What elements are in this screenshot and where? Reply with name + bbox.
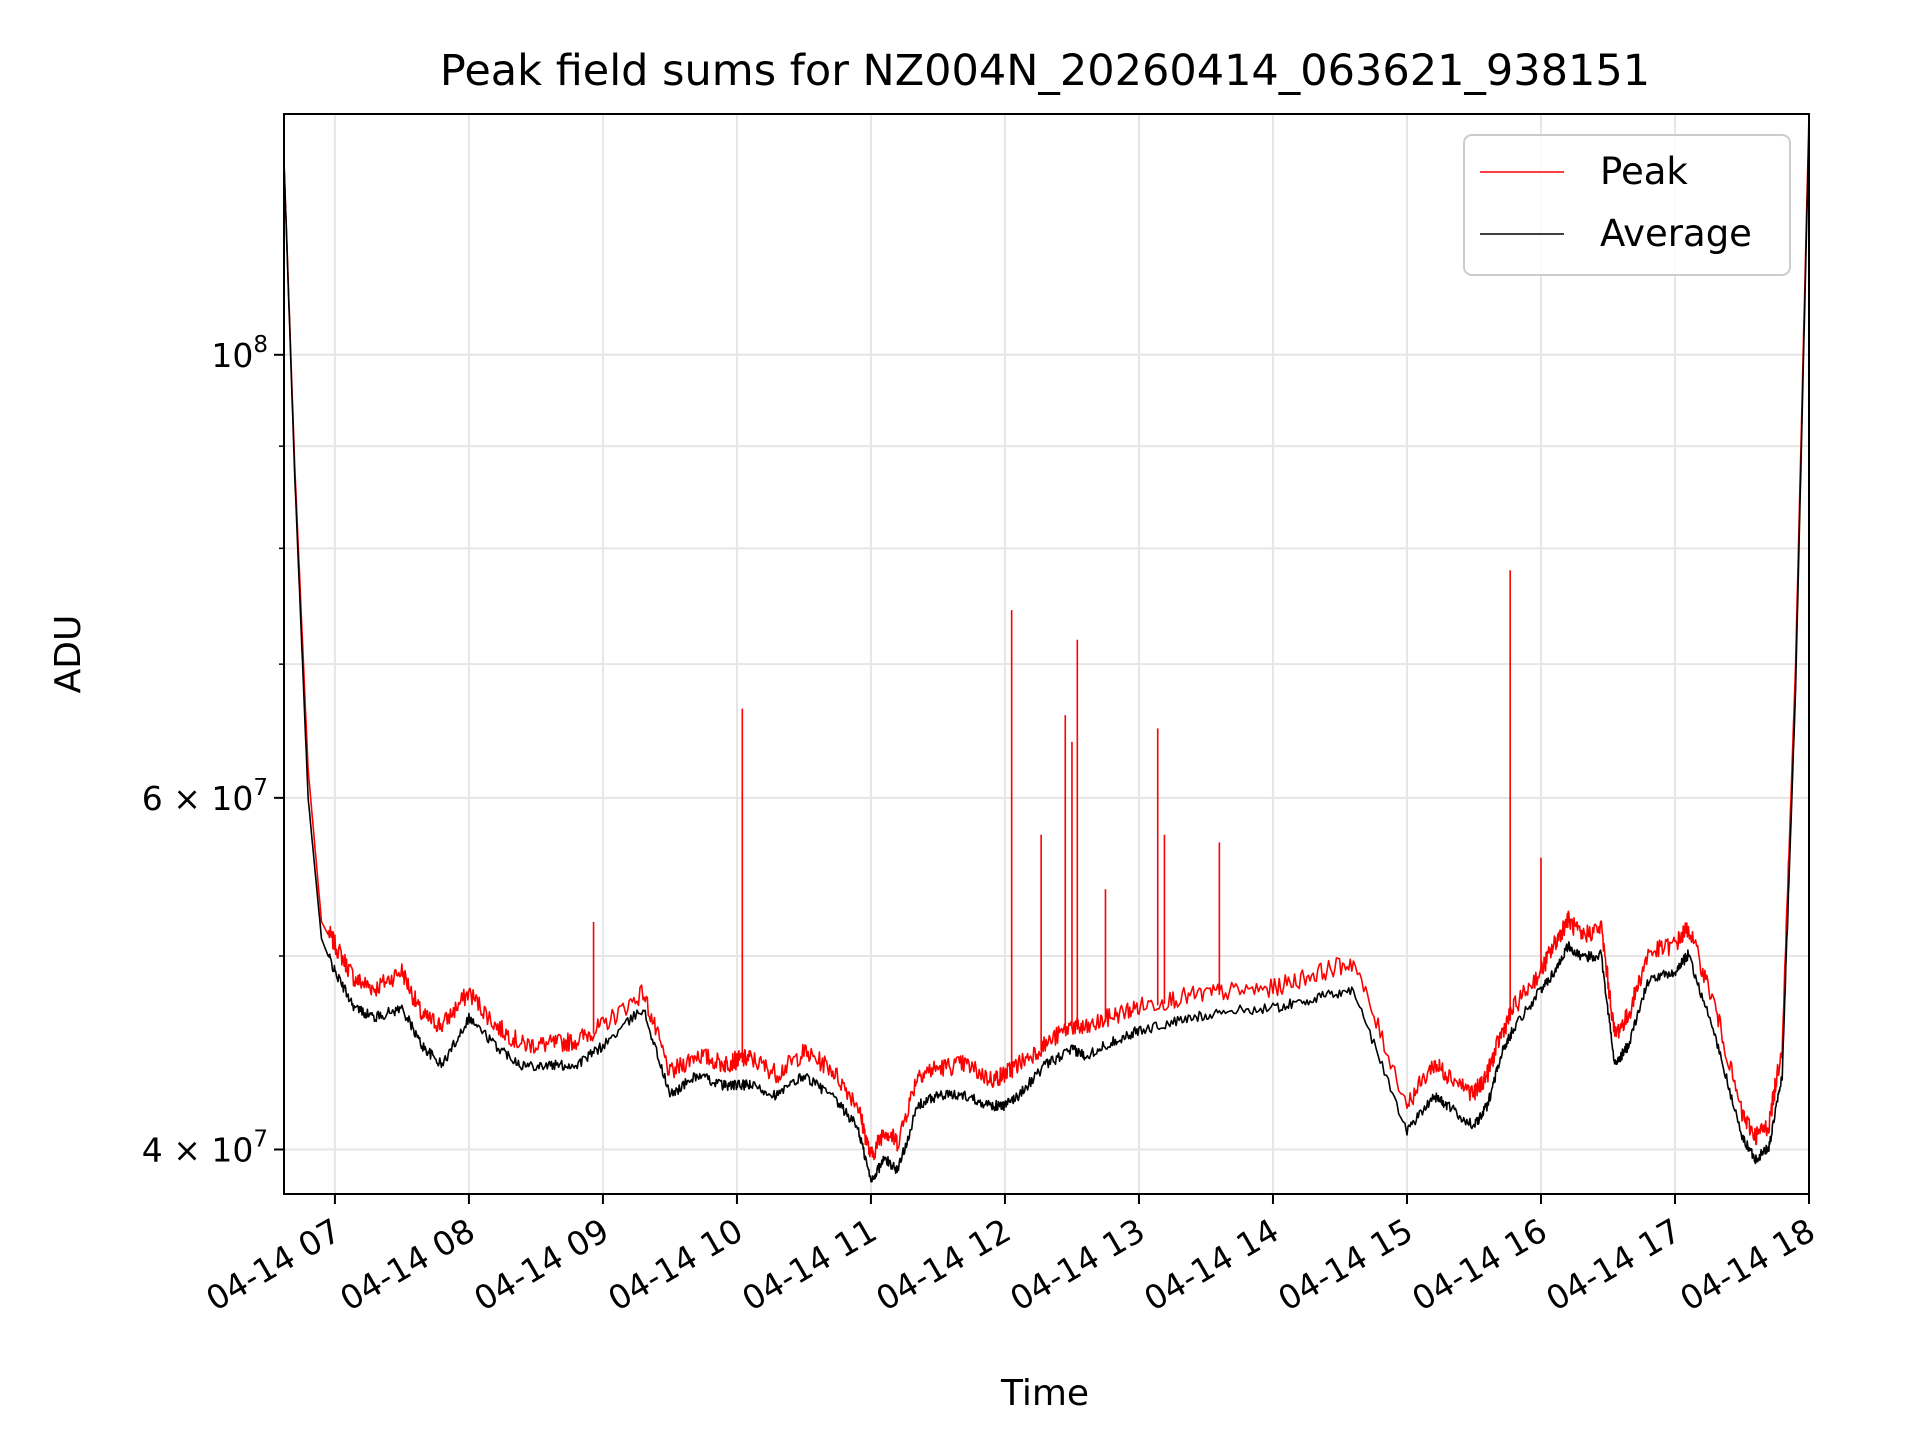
y-axis-label: ADU	[48, 615, 89, 694]
x-axis-label: Time	[1000, 1373, 1089, 1414]
legend-box	[1463, 134, 1791, 276]
grid	[284, 114, 1810, 1194]
y-axis: 108 6 × 107 4 × 107	[142, 332, 284, 1170]
y-tick-label: 6 × 107	[142, 775, 268, 818]
series-layer	[283, 113, 1810, 1183]
series-line-average	[283, 127, 1810, 1183]
plot-frame	[283, 113, 1810, 1195]
legend-label-average: Average	[1600, 212, 1752, 255]
y-tick-label: 4 × 107	[142, 1127, 268, 1170]
y-tick-label: 108	[211, 332, 268, 375]
series-line-peak	[283, 113, 1810, 1161]
chart-title: Peak field sums for NZ004N_20260414_0636…	[440, 46, 1650, 96]
legend: Peak Average	[1463, 134, 1791, 276]
legend-label-peak: Peak	[1600, 150, 1688, 193]
